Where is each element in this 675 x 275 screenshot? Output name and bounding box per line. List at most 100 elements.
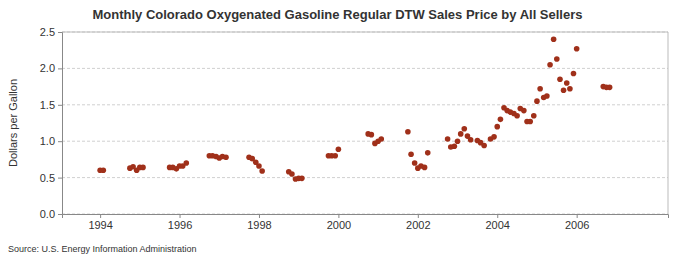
source: Source: U.S. Energy Information Administ… <box>8 244 197 254</box>
x-axis: 1994 1996 1998 2000 2002 2004 2006 <box>63 214 669 231</box>
x-tick: 2006 <box>565 214 589 231</box>
point <box>256 163 262 169</box>
x-tick-label: 2004 <box>485 219 509 231</box>
point <box>259 168 265 174</box>
point <box>537 86 543 92</box>
point <box>544 93 550 99</box>
points <box>97 36 612 181</box>
point <box>521 108 527 114</box>
point <box>336 146 342 152</box>
grid-line <box>62 104 668 105</box>
point <box>101 168 107 174</box>
y-tick-label: 0.0 <box>40 208 55 220</box>
y-tick-mark <box>58 32 62 33</box>
x-tick: 1998 <box>247 214 271 231</box>
point <box>405 129 411 135</box>
point <box>564 80 570 86</box>
point <box>468 137 474 143</box>
x-tick-label: 2002 <box>406 219 430 231</box>
x-tick-mark <box>259 214 260 218</box>
point <box>458 131 464 137</box>
x-tick-mark <box>497 214 498 218</box>
y-tick: 0.5 <box>40 172 62 184</box>
point <box>445 136 451 142</box>
point <box>567 86 573 92</box>
chart: 1994 1996 1998 2000 2002 2004 2006 0.0 0.5 1.0 1.5… <box>0 0 675 275</box>
point <box>494 124 500 130</box>
x-tick-mark <box>418 214 419 218</box>
point <box>455 138 461 144</box>
y-tick: 2.0 <box>40 62 62 74</box>
point <box>140 165 146 171</box>
y-tick-label: 2.0 <box>40 62 55 74</box>
x-tick: 1996 <box>168 214 192 231</box>
x-tick: 2000 <box>327 214 351 231</box>
point <box>452 143 458 149</box>
y-tick-label: 0.5 <box>40 172 55 184</box>
point <box>369 132 375 138</box>
x-tick: 2004 <box>485 214 509 231</box>
point <box>425 150 431 156</box>
y-axis-title: Dollars per Gallon <box>7 79 19 167</box>
grid <box>62 32 668 214</box>
point <box>491 134 497 140</box>
grid-line <box>62 141 668 142</box>
y-tick-mark <box>58 141 62 142</box>
grid-line <box>62 177 668 178</box>
x-tick-mark <box>100 214 101 218</box>
y-tick: 0.0 <box>40 208 62 220</box>
point <box>571 71 577 77</box>
point <box>498 117 504 123</box>
plot: 1994 1996 1998 2000 2002 2004 2006 0.0 0.5 1.0 1.5… <box>40 26 669 231</box>
x-tick-label: 1998 <box>247 219 271 231</box>
x-tick-mark <box>180 214 181 218</box>
x-tick: 2002 <box>406 214 430 231</box>
point <box>461 126 467 132</box>
point <box>561 87 567 93</box>
y-tick-label: 1.0 <box>40 135 55 147</box>
x-tick-label: 1994 <box>88 219 112 231</box>
x-tick-label: 2000 <box>327 219 351 231</box>
point <box>481 143 487 149</box>
grid-line <box>62 68 668 69</box>
x-tick-label: 1996 <box>168 219 192 231</box>
point <box>378 136 384 142</box>
point <box>551 36 557 42</box>
y-tick-mark <box>58 105 62 106</box>
y-tick-mark <box>58 68 62 69</box>
y-tick: 2.5 <box>40 26 62 38</box>
x-tick-mark <box>577 214 578 218</box>
point <box>183 160 189 166</box>
x-axis-line <box>63 215 669 219</box>
point <box>527 119 533 125</box>
frame <box>668 32 669 214</box>
y-tick-label: 2.5 <box>40 26 55 38</box>
y-axis: 0.0 0.5 1.0 1.5 2.0 2.5 <box>40 26 63 220</box>
frame <box>62 32 668 33</box>
point <box>554 56 560 62</box>
point <box>547 62 553 68</box>
y-tick-mark <box>58 178 62 179</box>
y-tick-label: 1.5 <box>40 99 55 111</box>
x-tick-mark <box>338 214 339 218</box>
point <box>557 77 563 83</box>
y-axis-line <box>58 33 63 215</box>
point <box>299 176 305 182</box>
y-tick: 1.5 <box>40 99 62 111</box>
point <box>534 98 540 104</box>
point <box>514 113 520 119</box>
point <box>223 154 229 160</box>
y-tick-mark <box>58 214 62 215</box>
title: Monthly Colorado Oxygenated Gasoline Reg… <box>92 7 582 22</box>
x-tick: 1994 <box>88 214 112 231</box>
y-tick: 1.0 <box>40 135 62 147</box>
point <box>289 171 295 177</box>
x-tick-label: 2006 <box>565 219 589 231</box>
point <box>408 152 414 158</box>
point <box>607 85 613 91</box>
point <box>332 153 338 159</box>
grid-line <box>62 32 668 33</box>
point <box>422 165 428 171</box>
point <box>531 113 537 119</box>
point <box>574 46 580 52</box>
